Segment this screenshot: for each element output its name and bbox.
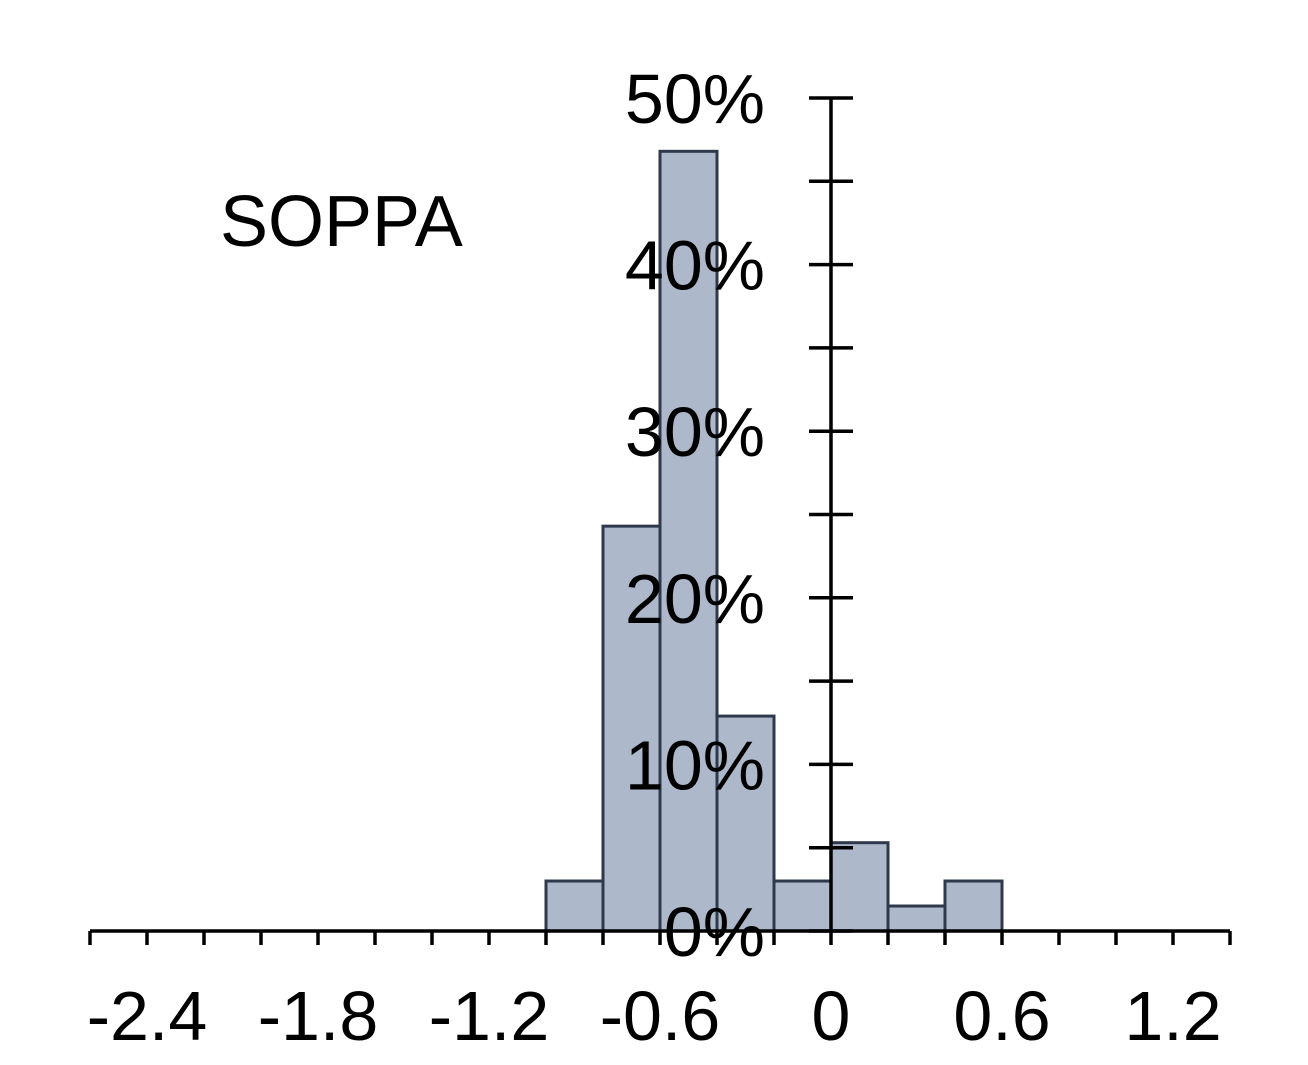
y-tick-label: 10% bbox=[625, 726, 765, 804]
x-tick-label: 0 bbox=[812, 977, 851, 1055]
x-tick-label: -1.8 bbox=[258, 977, 379, 1055]
labels-group: -2.4 -1.8 -1.2 -0.6 0 0.6 1.2 0% 10% 20% 30% 40% 50% bbox=[87, 60, 1222, 1055]
histogram-bar bbox=[544, 879, 605, 933]
histogram-bar bbox=[601, 524, 662, 933]
bars-group bbox=[544, 149, 1004, 933]
x-tick-label: -1.2 bbox=[429, 977, 550, 1055]
histogram-bar bbox=[829, 841, 890, 933]
axes-group bbox=[88, 96, 1232, 945]
x-tick-label: 0.6 bbox=[953, 977, 1050, 1055]
x-tick-label: -2.4 bbox=[87, 977, 208, 1055]
y-tick-label: 40% bbox=[625, 227, 765, 305]
y-tick-label: 0% bbox=[664, 893, 765, 971]
y-tick-label: 30% bbox=[625, 393, 765, 471]
y-tick-label: 20% bbox=[625, 560, 765, 638]
series-annotation: SOPPA bbox=[220, 182, 463, 262]
histogram-bar bbox=[886, 904, 947, 933]
x-tick-label: 1.2 bbox=[1124, 977, 1221, 1055]
y-tick-label: 50% bbox=[625, 60, 765, 138]
histogram-bar bbox=[943, 879, 1004, 933]
histogram-bar bbox=[658, 149, 719, 933]
histogram-bar bbox=[772, 879, 833, 933]
x-tick-label: -0.6 bbox=[600, 977, 721, 1055]
